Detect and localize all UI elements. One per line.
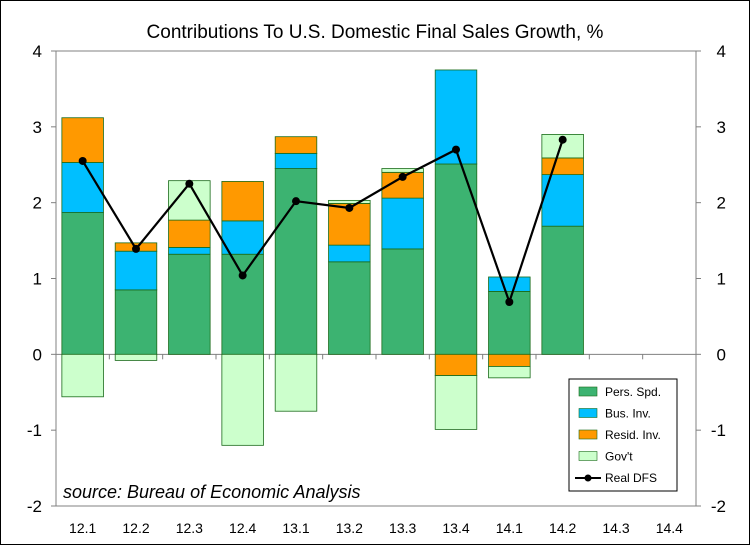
- bar-pers-spd--13-2: [328, 261, 371, 355]
- y-tick-label: 3: [33, 118, 42, 137]
- legend-label: Real DFS: [605, 471, 657, 485]
- point-real-dfs-14-2: [558, 135, 567, 144]
- point-real-dfs-13-3: [398, 172, 407, 181]
- bar-resid-inv--13-4: [434, 353, 478, 376]
- bar-gov-t-14-1: [488, 366, 531, 379]
- bar-resid-inv--14-1: [488, 353, 531, 367]
- x-tick-label: 13.3: [389, 520, 416, 536]
- y2-tick-label: 0: [717, 345, 726, 364]
- legend-label: Bus. Inv.: [605, 407, 651, 421]
- bar-gov-t-13-3: [381, 168, 424, 173]
- chart-title: Contributions To U.S. Domestic Final Sal…: [147, 22, 604, 43]
- legend-swatch: [578, 451, 598, 461]
- x-tick-label: 13.2: [336, 520, 363, 536]
- legend-swatch: [578, 429, 598, 440]
- bar-pers-spd--13-4: [434, 163, 478, 355]
- bar-gov-t-12-2: [114, 353, 158, 361]
- source-note: source: Bureau of Economic Analysis: [63, 482, 360, 502]
- y2-tick-label: 2: [717, 194, 726, 213]
- y-tick-label: 1: [33, 270, 42, 289]
- bar-pers-spd--13-1: [274, 168, 318, 355]
- point-real-dfs-13-1: [292, 197, 300, 206]
- y2-tick-label: 1: [717, 270, 726, 289]
- y-tick-label: 0: [33, 345, 42, 364]
- y2-tick-label: 4: [717, 42, 726, 61]
- point-real-dfs-13-2: [345, 203, 354, 212]
- bar-pers-spd--12-4: [221, 253, 264, 355]
- bar-bus-inv--12-1: [61, 162, 104, 213]
- y2-tick-label: -1: [711, 421, 726, 440]
- y-tick-label: 4: [33, 42, 42, 61]
- point-real-dfs-13-4: [452, 145, 460, 154]
- line-real-dfs: [81, 139, 564, 306]
- bar-resid-inv--13-1: [274, 136, 318, 154]
- legend-marker: [584, 474, 592, 482]
- legend-label: Gov't: [605, 450, 633, 464]
- bar-gov-t-13-4: [434, 375, 478, 430]
- point-real-dfs-12-1: [78, 156, 87, 165]
- bar-gov-t-12-1: [61, 353, 104, 398]
- x-tick-label: 12.2: [122, 520, 149, 536]
- x-tick-label: 12.4: [229, 520, 256, 536]
- bar-bus-inv--12-2: [114, 250, 158, 291]
- point-real-dfs-12-2: [132, 244, 140, 253]
- bar-pers-spd--13-3: [381, 248, 424, 355]
- y2-tick-label: 3: [717, 118, 726, 137]
- legend-swatch: [578, 386, 598, 397]
- bar-pers-spd--12-2: [114, 289, 158, 355]
- x-tick-label: 12.3: [176, 520, 203, 536]
- x-tick-label: 13.1: [282, 520, 309, 536]
- x-tick-label: 13.4: [442, 520, 469, 536]
- line-series: [78, 135, 567, 307]
- x-tick-label: 14.4: [656, 520, 683, 536]
- legend: Pers. Spd. Bus. Inv. Resid. Inv. Gov't Real …: [568, 378, 678, 492]
- point-real-dfs-14-1: [505, 298, 514, 307]
- x-tick-label: 14.3: [602, 520, 629, 536]
- y-tick-label: 2: [33, 194, 42, 213]
- bar-gov-t-12-4: [221, 353, 264, 446]
- y2-tick-label: -2: [711, 497, 726, 516]
- bar-bus-inv--14-1: [488, 276, 531, 292]
- x-tick-label: 14.2: [549, 520, 576, 536]
- legend-label: Resid. Inv.: [605, 428, 661, 442]
- x-tick-label: 12.1: [69, 520, 96, 536]
- point-real-dfs-12-3: [185, 179, 194, 188]
- bar-pers-spd--12-3: [168, 253, 211, 355]
- axes: 4 3 2 1 0 -1 -2 4 3 2 1 0 -1 -2 12.1 12.2 12.3 12.4 13.1 13…: [27, 42, 726, 536]
- bar-bus-inv--12-3: [168, 247, 211, 255]
- bar-gov-t-13-2: [328, 199, 371, 204]
- bar-pers-spd--14-2: [541, 225, 584, 355]
- bar-resid-inv--12-4: [221, 181, 264, 222]
- legend-label: Pers. Spd.: [605, 385, 661, 399]
- y-tick-label: -2: [27, 497, 42, 516]
- bar-bus-inv--13-2: [328, 244, 371, 263]
- bar-gov-t-14-2: [541, 134, 584, 159]
- bar-resid-inv--12-1: [61, 117, 104, 163]
- x-tick-label: 14.1: [496, 520, 523, 536]
- bar-resid-inv--14-2: [541, 157, 584, 176]
- bar-resid-inv--12-3: [168, 219, 211, 248]
- y-tick-label: -1: [27, 421, 42, 440]
- bar-bus-inv--13-1: [274, 152, 318, 169]
- bar-bus-inv--13-3: [381, 197, 424, 250]
- bar-gov-t-13-1: [274, 353, 318, 412]
- bar-series: [61, 69, 584, 446]
- bar-pers-spd--12-1: [61, 212, 104, 355]
- legend-swatch: [578, 408, 598, 418]
- point-real-dfs-12-4: [238, 271, 247, 280]
